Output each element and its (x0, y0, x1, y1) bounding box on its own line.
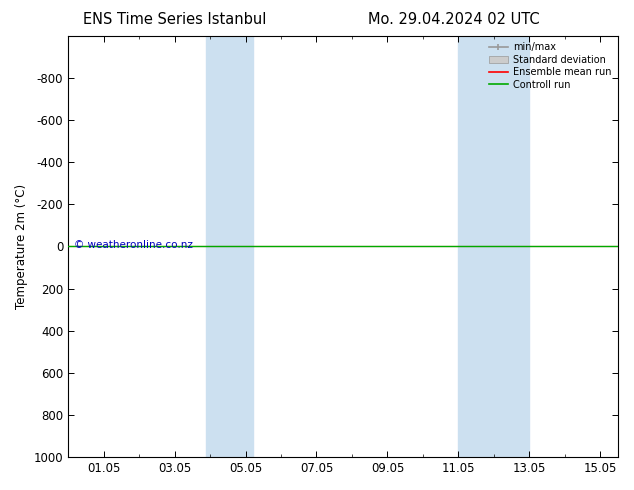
Y-axis label: Temperature 2m (°C): Temperature 2m (°C) (15, 184, 28, 309)
Bar (207, 36, 252, 457)
Text: Mo. 29.04.2024 02 UTC: Mo. 29.04.2024 02 UTC (368, 12, 540, 27)
Text: ENS Time Series Istanbul: ENS Time Series Istanbul (83, 12, 266, 27)
Text: © weatheronline.co.nz: © weatheronline.co.nz (74, 240, 192, 250)
Legend: min/max, Standard deviation, Ensemble mean run, Controll run: min/max, Standard deviation, Ensemble me… (487, 41, 613, 92)
Bar (458, 36, 529, 457)
